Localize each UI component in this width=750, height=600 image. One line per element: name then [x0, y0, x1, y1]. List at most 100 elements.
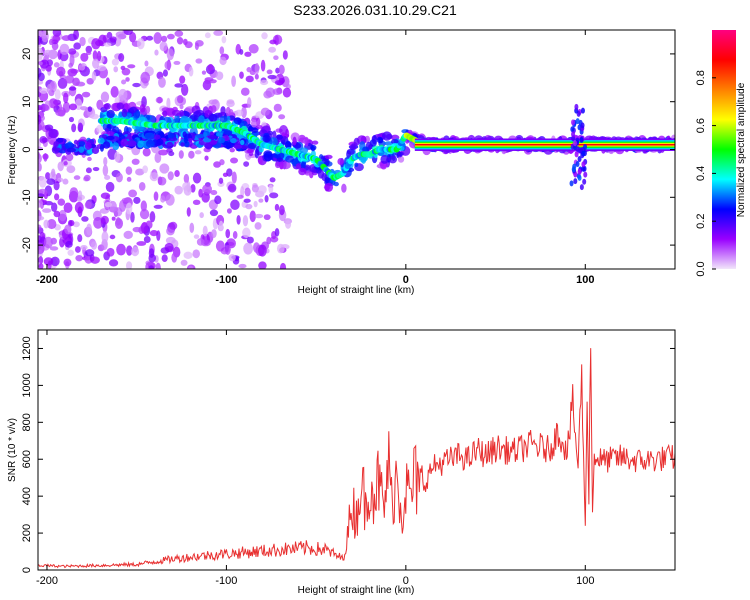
y-tick-label: 0	[21, 146, 33, 152]
heatmap-cell	[240, 186, 245, 198]
heatmap-cell	[125, 261, 133, 269]
heatmap-cell	[52, 34, 61, 43]
heatmap-cell	[304, 136, 309, 147]
heatmap-cell	[38, 142, 42, 147]
heatmap-cell	[155, 262, 161, 269]
heatmap-cell	[118, 88, 128, 101]
heatmap-cell	[38, 72, 45, 82]
heatmap-cell	[219, 46, 225, 55]
heatmap-cell	[68, 116, 75, 123]
heatmap-cell	[278, 204, 285, 216]
heatmap-cell	[274, 203, 280, 212]
heatmap-cell	[166, 141, 174, 149]
heatmap-cell	[233, 117, 242, 125]
x-tick-label: 100	[576, 575, 594, 587]
heatmap-cell	[310, 144, 317, 151]
heatmap-cell	[116, 102, 125, 110]
heatmap-cell	[120, 138, 128, 147]
heatmap-cell	[226, 100, 235, 108]
x-tick-label: -100	[215, 575, 237, 587]
heatmap-cell	[217, 137, 226, 144]
heatmap-cell	[61, 35, 72, 41]
heatmap-cell	[245, 75, 254, 83]
heatmap-cell	[69, 187, 79, 199]
heatmap-cell	[87, 156, 92, 162]
snr-panel: -200 -100 0 100 0 200 400 600 800 1000 1200 Heigh…	[7, 329, 676, 596]
heatmap-cell	[275, 67, 280, 74]
heatmap-cell	[123, 230, 133, 239]
heatmap-cell	[109, 234, 116, 240]
colorbar-tick-label: 0.8	[695, 70, 707, 85]
heatmap-cell	[148, 265, 155, 269]
heatmap-cell	[162, 69, 168, 77]
heatmap-cell	[362, 146, 370, 153]
heatmap-cell	[169, 221, 178, 230]
heatmap-cell	[575, 118, 580, 125]
heatmap-cell	[77, 234, 83, 243]
heatmap-cell	[384, 141, 394, 146]
heatmap-cell	[97, 137, 105, 145]
heatmap-cell	[233, 144, 243, 149]
heatmap-cell	[213, 161, 221, 168]
heatmap-cell	[311, 140, 319, 145]
heatmap-cell	[53, 210, 61, 218]
heatmap-cell	[51, 168, 56, 178]
heatmap-cell	[220, 106, 226, 115]
heatmap-cell	[262, 134, 271, 143]
heatmap-cell	[353, 137, 360, 147]
heatmap-cell	[231, 75, 237, 88]
heatmap-cell	[38, 35, 42, 45]
heatmap-cell	[282, 50, 288, 60]
y-tick-label: 20	[21, 48, 33, 60]
heatmap-cell	[236, 214, 241, 225]
heatmap-cell	[57, 78, 68, 89]
heatmap-cell	[41, 30, 49, 43]
heatmap-cell	[75, 254, 83, 262]
heatmap-cell	[269, 177, 276, 183]
heatmap-cell	[268, 46, 277, 53]
heatmap-cell	[376, 136, 383, 144]
heatmap-cell	[173, 60, 181, 65]
heatmap-cell	[574, 103, 579, 110]
heatmap-cell	[182, 182, 190, 191]
heatmap-cell	[109, 36, 117, 43]
heatmap-cell	[102, 141, 111, 149]
heatmap-cell	[581, 150, 586, 157]
heatmap-cell	[276, 243, 285, 254]
heatmap-cell	[69, 103, 78, 111]
heatmap-cell	[225, 142, 231, 150]
heatmap-cell	[136, 38, 145, 50]
heatmap-cell	[209, 139, 218, 145]
heatmap-cell	[132, 82, 141, 88]
heatmap-cell	[225, 106, 231, 117]
heatmap-cell	[171, 109, 182, 117]
heatmap-cell	[80, 106, 88, 111]
heatmap-cell	[50, 256, 60, 267]
heatmap-cell	[397, 155, 405, 163]
heatmap-cell	[155, 97, 164, 104]
heatmap-cell	[580, 107, 585, 114]
heatmap-cell	[83, 174, 91, 182]
heatmap-cell	[156, 138, 164, 146]
heatmap-cell	[38, 242, 45, 255]
heatmap-cell	[282, 87, 292, 98]
heatmap-cell	[239, 71, 244, 79]
heatmap-cell	[199, 212, 204, 219]
heatmap-cell	[126, 245, 133, 256]
heatmap-cell	[38, 176, 47, 188]
heatmap-cell	[207, 135, 217, 140]
heatmap-cell	[181, 83, 189, 96]
heatmap-cell	[195, 134, 205, 139]
colorbar-tick-label: 0.4	[695, 166, 707, 181]
heatmap-cell	[103, 156, 108, 166]
heatmap-cell	[581, 165, 586, 172]
heatmap-cell	[38, 162, 42, 172]
y-tick-label: 1000	[21, 373, 33, 397]
y-tick-label: -10	[21, 189, 33, 205]
heatmap-cell	[188, 265, 194, 269]
heatmap-cell	[84, 201, 92, 209]
heatmap-cell	[73, 42, 81, 50]
heatmap-cell	[229, 147, 235, 153]
heatmap-cell	[583, 171, 588, 178]
heatmap-cell	[91, 146, 100, 155]
